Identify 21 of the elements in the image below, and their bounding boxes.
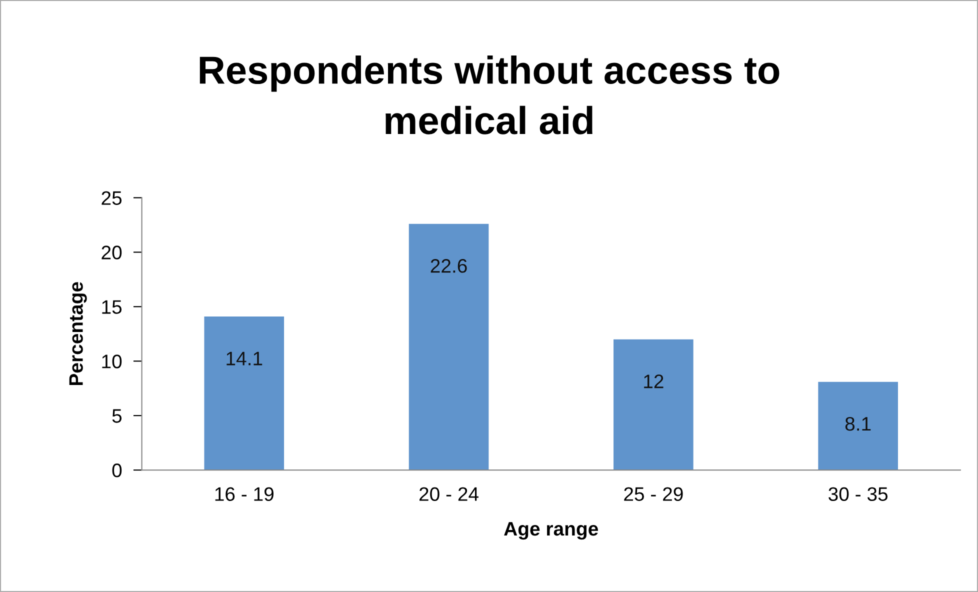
y-tick-label: 25 — [102, 191, 122, 205]
chart-title: Respondents without access to medical aid — [200, 55, 780, 134]
x-tick-label: 30 - 35 — [828, 487, 888, 501]
data-label: 12 — [644, 374, 664, 388]
data-label: 14.1 — [226, 352, 262, 366]
y-tick-label: 0 — [112, 464, 122, 478]
bar — [614, 339, 694, 470]
x-axis-title: Age range — [504, 522, 598, 540]
x-tick-label: 16 - 19 — [215, 487, 274, 501]
y-tick-label: 15 — [102, 300, 122, 314]
y-tick-label: 20 — [102, 246, 122, 260]
y-tick-label: 10 — [102, 354, 122, 368]
x-tick-label: 25 - 29 — [624, 487, 683, 501]
bar — [204, 316, 284, 470]
bar — [818, 382, 898, 470]
data-label: 8.1 — [845, 416, 871, 431]
y-tick-label: 5 — [112, 409, 122, 423]
y-axis-title: Percentage — [69, 282, 87, 386]
x-tick-label: 20 - 24 — [419, 487, 478, 501]
bar — [408, 224, 489, 470]
data-label: 22.6 — [430, 259, 467, 273]
